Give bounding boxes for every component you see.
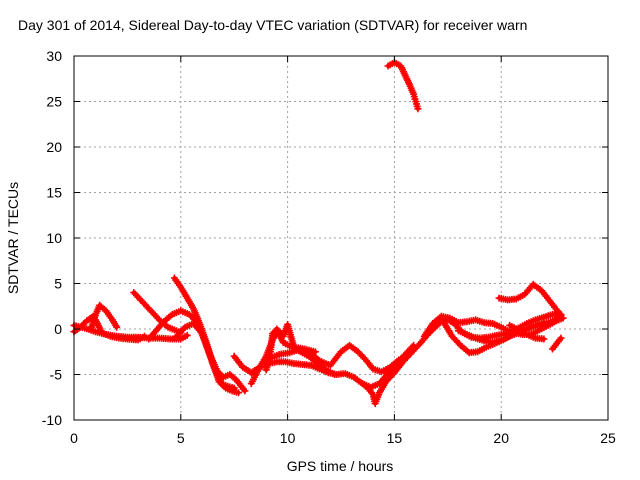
y-tick-label: -5 xyxy=(50,367,63,383)
y-tick-label: 25 xyxy=(46,94,62,110)
y-tick-label: 15 xyxy=(46,185,62,201)
series-s19 xyxy=(384,58,422,113)
series-line xyxy=(550,336,563,351)
x-axis-label: GPS time / hours xyxy=(287,458,394,474)
series-line xyxy=(174,321,237,391)
x-axis: 0 5 10 15 20 25 xyxy=(70,56,616,446)
y-tick-label: 10 xyxy=(46,230,62,246)
series-line xyxy=(507,323,546,341)
y-tick-label: 5 xyxy=(54,276,62,292)
x-tick-label: 0 xyxy=(70,430,78,446)
x-tick-label: 20 xyxy=(493,430,509,446)
chart-title: Day 301 of 2014, Sidereal Day-to-day VTE… xyxy=(18,17,527,33)
y-tick-label: 20 xyxy=(46,139,62,155)
y-tick-label: 30 xyxy=(46,48,62,64)
series-line xyxy=(268,343,401,374)
y-axis-label: SDTVAR / TECUs xyxy=(5,182,21,294)
series-s17 xyxy=(506,321,548,343)
y-axis: -10 -5 0 5 10 15 20 25 30 xyxy=(42,48,608,428)
y-tick-label: -10 xyxy=(42,412,62,428)
series-line xyxy=(131,290,183,335)
series-line xyxy=(422,312,563,339)
x-tick-label: 10 xyxy=(280,430,296,446)
series-line xyxy=(72,323,190,341)
x-tick-label: 15 xyxy=(387,430,403,446)
y-tick-label: 0 xyxy=(54,321,62,337)
x-tick-label: 5 xyxy=(177,430,185,446)
series-line xyxy=(249,328,337,386)
series-s16 xyxy=(495,280,563,317)
grid xyxy=(74,56,608,420)
series-line xyxy=(386,60,420,111)
x-tick-label: 25 xyxy=(600,430,616,446)
series-s11 xyxy=(267,341,403,376)
series-s18 xyxy=(549,334,565,353)
series-line xyxy=(497,282,561,315)
series-s3 xyxy=(87,301,121,333)
plot-area xyxy=(70,58,567,408)
series-line xyxy=(456,320,546,345)
series-line xyxy=(89,303,119,331)
series-s7 xyxy=(173,320,238,392)
series-s15 xyxy=(455,319,548,347)
